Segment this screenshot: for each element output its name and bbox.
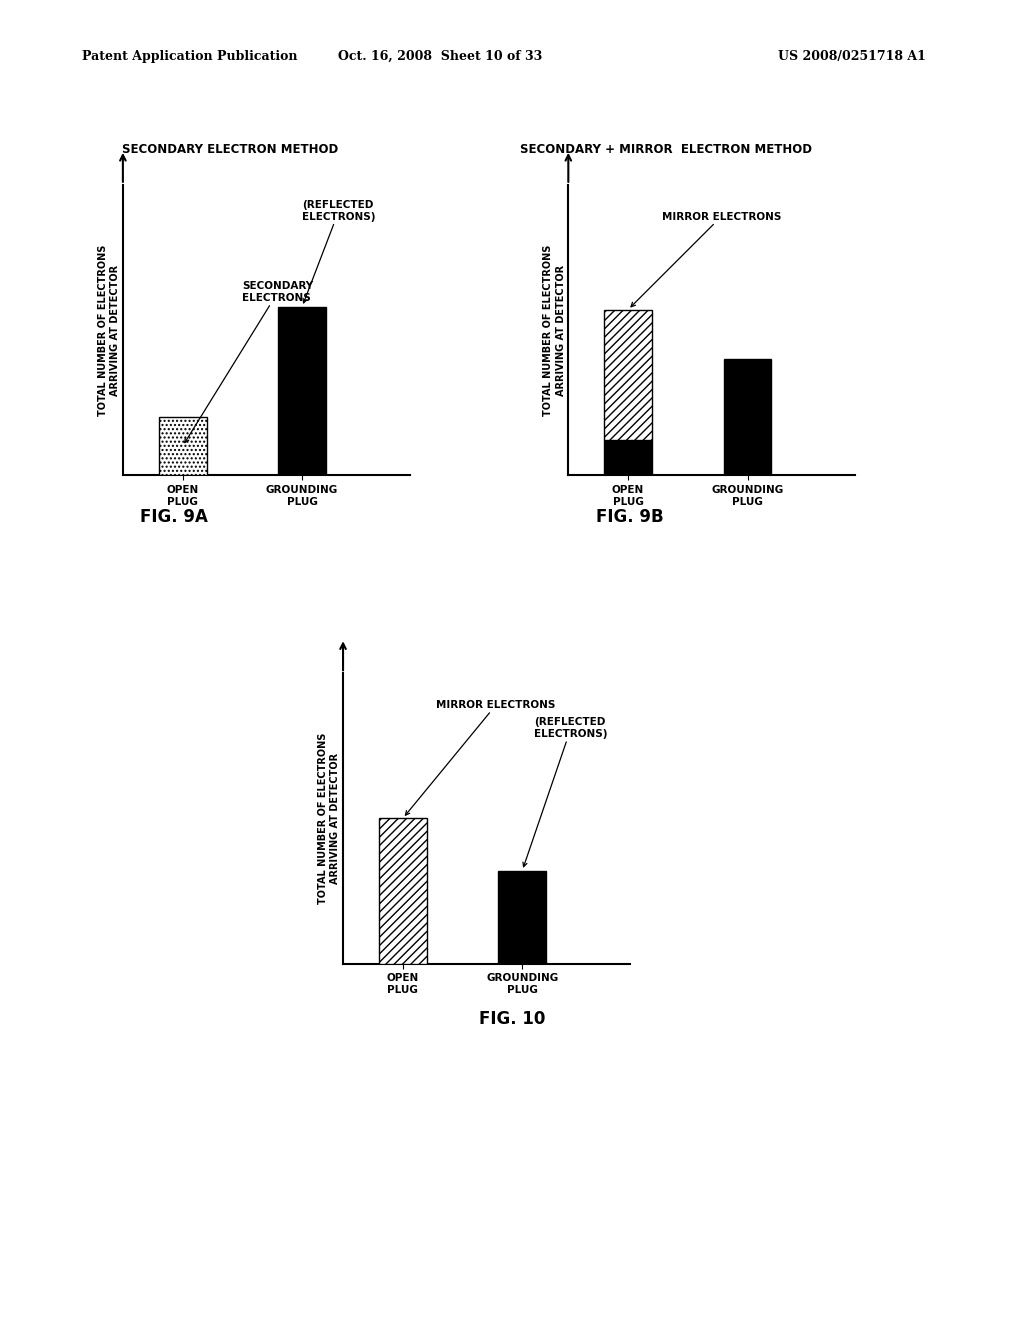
Text: MIRROR ELECTRONS: MIRROR ELECTRONS xyxy=(631,211,781,306)
Text: Oct. 16, 2008  Sheet 10 of 33: Oct. 16, 2008 Sheet 10 of 33 xyxy=(338,50,543,63)
Bar xyxy=(159,417,207,475)
Bar xyxy=(279,306,326,475)
Text: US 2008/0251718 A1: US 2008/0251718 A1 xyxy=(778,50,926,63)
Bar xyxy=(604,310,652,441)
Text: SECONDARY + MIRROR  ELECTRON METHOD: SECONDARY + MIRROR ELECTRON METHOD xyxy=(519,143,812,156)
Bar xyxy=(724,359,771,475)
Bar xyxy=(604,441,652,475)
Text: (REFLECTED
ELECTRONS): (REFLECTED ELECTRONS) xyxy=(523,718,607,867)
Text: FIG. 10: FIG. 10 xyxy=(479,1010,545,1028)
Text: (REFLECTED
ELECTRONS): (REFLECTED ELECTRONS) xyxy=(302,201,376,302)
Bar xyxy=(379,818,427,964)
Bar xyxy=(499,871,546,964)
Text: SECONDARY
ELECTRONS: SECONDARY ELECTRONS xyxy=(184,281,313,442)
Text: Patent Application Publication: Patent Application Publication xyxy=(82,50,297,63)
Text: SECONDARY ELECTRON METHOD: SECONDARY ELECTRON METHOD xyxy=(122,143,339,156)
Text: FIG. 9B: FIG. 9B xyxy=(596,508,664,527)
Text: FIG. 9A: FIG. 9A xyxy=(140,508,208,527)
Y-axis label: TOTAL NUMBER OF ELECTRONS
ARRIVING AT DETECTOR: TOTAL NUMBER OF ELECTRONS ARRIVING AT DE… xyxy=(317,733,340,904)
Y-axis label: TOTAL NUMBER OF ELECTRONS
ARRIVING AT DETECTOR: TOTAL NUMBER OF ELECTRONS ARRIVING AT DE… xyxy=(543,244,565,416)
Text: MIRROR ELECTRONS: MIRROR ELECTRONS xyxy=(406,700,556,816)
Y-axis label: TOTAL NUMBER OF ELECTRONS
ARRIVING AT DETECTOR: TOTAL NUMBER OF ELECTRONS ARRIVING AT DE… xyxy=(97,244,120,416)
